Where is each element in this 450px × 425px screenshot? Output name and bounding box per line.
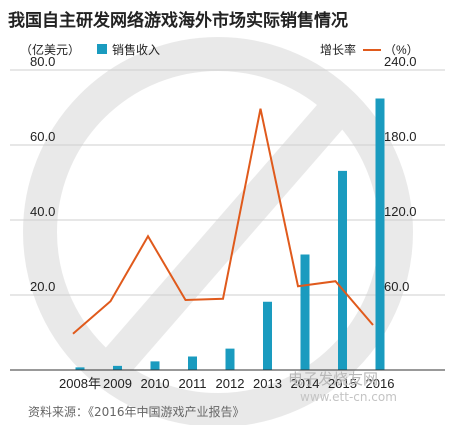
x-axis-labels: 2008年 2009 2010 2011 2012 2013 2014 2015 2016: [59, 376, 394, 391]
right-tick-label: 120.0: [384, 204, 417, 219]
x-tick-label: 2014: [291, 376, 320, 391]
source-note: 资料来源：《2016年中国游戏产业报告》: [28, 405, 245, 419]
right-tick-label: 60.0: [384, 279, 409, 294]
x-tick-label: 2009: [103, 376, 132, 391]
left-tick-label: 20.0: [30, 279, 55, 294]
x-tick-label: 2016: [366, 376, 395, 391]
legend-bar-swatch: [97, 44, 107, 54]
x-tick-label: 2010: [141, 376, 170, 391]
right-tick-label: 240.0: [384, 54, 417, 69]
bar: [150, 361, 160, 370]
x-tick-label: 2011: [179, 376, 207, 391]
bar: [225, 348, 235, 370]
legend-bar-label: 销售收入: [112, 42, 160, 57]
right-axis-unit: （%）: [384, 43, 419, 57]
right-axis-ticks: 240.0 180.0 120.0 60.0: [384, 54, 417, 294]
x-tick-label: 2013: [253, 376, 282, 391]
x-tick-label: 2008年: [59, 376, 101, 391]
x-tick-label: 2012: [216, 376, 245, 391]
right-tick-label: 180.0: [384, 129, 417, 144]
legend-line-label: 增长率: [320, 42, 356, 57]
bar-series: [75, 98, 385, 370]
growth-rate-line: [72, 108, 374, 335]
left-axis-ticks: 80.0 60.0 40.0 20.0: [30, 54, 55, 294]
x-tick-label: 2015: [328, 376, 357, 391]
bar: [375, 98, 385, 370]
bar: [113, 365, 122, 370]
bar: [338, 170, 347, 370]
left-tick-label: 60.0: [30, 129, 55, 144]
bar: [300, 254, 310, 370]
left-axis-unit: （亿美元）: [20, 42, 80, 57]
gridlines: [10, 69, 445, 296]
left-tick-label: 80.0: [30, 54, 55, 69]
line-series: [72, 108, 374, 335]
watermark-url: www.ett-cn.com: [300, 390, 397, 404]
left-tick-label: 40.0: [30, 204, 55, 219]
chart-title: 我国自主研发网络游戏海外市场实际销售情况: [8, 11, 348, 31]
watermark-text: 电子发烧友网: [288, 370, 379, 388]
bar: [263, 301, 272, 370]
background-circle-mark: [23, 37, 413, 425]
bar: [188, 356, 197, 370]
bar: [75, 367, 85, 370]
